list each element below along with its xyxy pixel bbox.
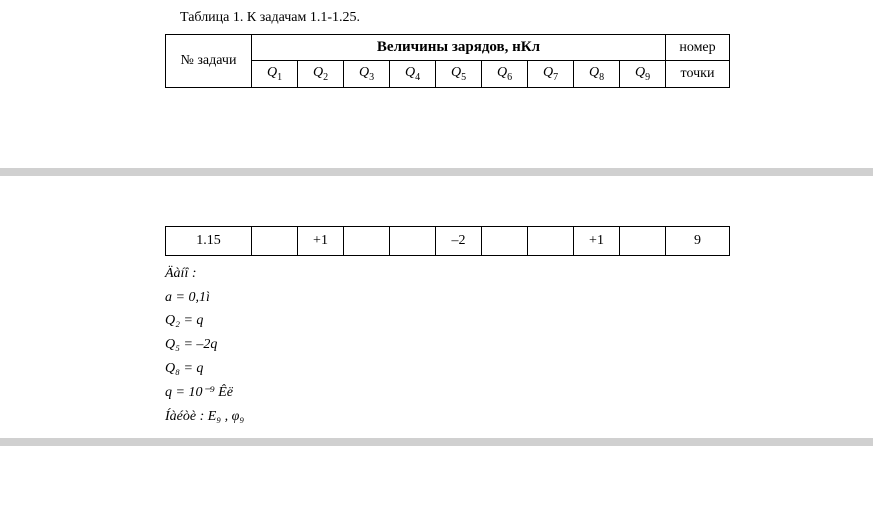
header-q1: Q1 [252, 61, 298, 88]
cell-point: 9 [666, 226, 730, 255]
cell-q1 [252, 226, 298, 255]
header-q7: Q7 [528, 61, 574, 88]
table-header: № задачи Величины зарядов, нКл номер Q1 … [165, 34, 730, 88]
header-q9: Q9 [620, 61, 666, 88]
page-section-1: Таблица 1. К задачам 1.1-1.25. № задачи … [0, 0, 873, 176]
cell-q9 [620, 226, 666, 255]
formula-q8: Q₈ = q [165, 357, 863, 381]
cell-q6 [482, 226, 528, 255]
cell-q7 [528, 226, 574, 255]
header-point-line1: номер [666, 35, 730, 61]
formula-given: Äàíî : [165, 262, 863, 286]
formula-q5: Q₅ = –2q [165, 333, 863, 357]
formula-a: a = 0,1ì [165, 286, 863, 310]
header-q8: Q8 [574, 61, 620, 88]
header-task-col: № задачи [166, 35, 252, 88]
page-section-2: 1.15 +1 –2 +1 9 Äàíî : a = 0,1ì Q₂ = q Q… [0, 176, 873, 447]
header-point-line2: точки [666, 61, 730, 88]
cell-q3 [344, 226, 390, 255]
header-q6: Q6 [482, 61, 528, 88]
cell-q2: +1 [298, 226, 344, 255]
cell-q4 [390, 226, 436, 255]
table-data: 1.15 +1 –2 +1 9 [165, 226, 730, 256]
spacer [10, 186, 863, 226]
cell-task: 1.15 [166, 226, 252, 255]
header-q2: Q2 [298, 61, 344, 88]
spacer [10, 88, 863, 158]
formula-find: Íàéòè : E₉ , φ₉ [165, 405, 863, 429]
header-q4: Q4 [390, 61, 436, 88]
formula-qval: q = 10⁻⁹ Êë [165, 381, 863, 405]
header-q5: Q5 [436, 61, 482, 88]
formulas-block: Äàíî : a = 0,1ì Q₂ = q Q₅ = –2q Q₈ = q q… [165, 262, 863, 429]
cell-q5: –2 [436, 226, 482, 255]
table-caption: Таблица 1. К задачам 1.1-1.25. [180, 10, 863, 26]
table-row: 1.15 +1 –2 +1 9 [166, 226, 730, 255]
cell-q8: +1 [574, 226, 620, 255]
header-q3: Q3 [344, 61, 390, 88]
header-main: Величины зарядов, нКл [252, 35, 666, 61]
formula-q2: Q₂ = q [165, 309, 863, 333]
